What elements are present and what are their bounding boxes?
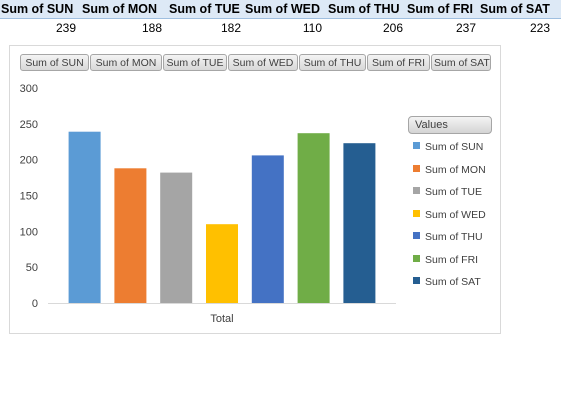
pivot-chart[interactable]: Sum of SUN Sum of MON Sum of TUE Sum of … xyxy=(9,45,501,334)
legend-item[interactable]: Sum of FRI xyxy=(413,253,478,267)
legend-label: Sum of WED xyxy=(425,208,486,221)
legend-swatch xyxy=(413,164,420,172)
pivot-value-thu[interactable]: 206 xyxy=(382,21,403,35)
legend-item[interactable]: Sum of SAT xyxy=(413,275,481,289)
pivot-value-fri[interactable]: 237 xyxy=(455,21,476,35)
field-button-sun[interactable]: Sum of SUN xyxy=(20,54,89,71)
pivot-value-sun[interactable]: 239 xyxy=(55,21,76,35)
pivot-header-thu[interactable]: Sum of THU xyxy=(328,2,400,16)
pivot-value-sat[interactable]: 223 xyxy=(529,21,550,35)
field-button-thu[interactable]: Sum of THU xyxy=(299,54,366,71)
pivot-header-tue[interactable]: Sum of TUE xyxy=(169,2,240,16)
plot-area: 0 50 100 150 200 250 300 Total xyxy=(20,83,396,325)
legend-item[interactable]: Sum of THU xyxy=(413,230,483,244)
legend-swatch xyxy=(413,232,420,239)
pivot-header-fri[interactable]: Sum of FRI xyxy=(407,2,473,16)
bar-sum-of-sat[interactable] xyxy=(343,143,376,303)
legend-label: Sum of THU xyxy=(425,231,483,243)
bar-sum-of-thu[interactable] xyxy=(251,155,284,303)
field-button-tue[interactable]: Sum of TUE xyxy=(163,54,227,71)
y-tick-label: 0 xyxy=(32,298,38,310)
legend-label: Sum of SAT xyxy=(425,276,481,288)
pivot-header-sat[interactable]: Sum of SAT xyxy=(480,2,550,16)
bar-sum-of-mon[interactable] xyxy=(114,168,147,303)
legend-swatch xyxy=(413,254,420,262)
field-button-sat[interactable]: Sum of SAT xyxy=(431,54,491,71)
pivot-header-mon[interactable]: Sum of MON xyxy=(82,2,157,16)
legend-item[interactable]: Sum of TUE xyxy=(413,185,482,199)
bar-sum-of-fri[interactable] xyxy=(297,133,330,303)
pivot-value-mon[interactable]: 188 xyxy=(141,21,162,35)
y-tick-label: 50 xyxy=(26,262,38,274)
bar-sum-of-sun[interactable] xyxy=(68,131,101,303)
field-button-mon[interactable]: Sum of MON xyxy=(90,54,162,71)
legend-item[interactable]: Sum of WED xyxy=(413,208,486,222)
pivot-header-wed[interactable]: Sum of WED xyxy=(245,2,320,16)
bar-sum-of-tue[interactable] xyxy=(160,172,193,303)
pivot-value-wed[interactable]: 110 xyxy=(302,21,322,35)
y-tick-label: 100 xyxy=(20,226,38,238)
legend-label: Sum of FRI xyxy=(425,253,479,266)
legend-label: Sum of SUN xyxy=(425,141,484,153)
y-tick-label: 150 xyxy=(20,191,38,203)
legend-swatch xyxy=(413,277,420,284)
legend-label: Sum of TUE xyxy=(425,186,482,198)
pivot-value-tue[interactable]: 182 xyxy=(220,21,241,35)
pivot-header-row: Sum of SUN Sum of MON Sum of TUE Sum of … xyxy=(0,0,561,19)
legend-label: Sum of MON xyxy=(425,163,486,176)
legend-values-button[interactable]: Values xyxy=(408,116,492,134)
bar-sum-of-wed[interactable] xyxy=(206,224,238,303)
legend-swatch xyxy=(413,209,420,217)
field-button-wed[interactable]: Sum of WED xyxy=(228,54,298,71)
y-tick-label: 200 xyxy=(20,155,38,167)
legend-item[interactable]: Sum of SUN xyxy=(413,140,483,154)
field-button-fri[interactable]: Sum of FRI xyxy=(367,54,430,71)
y-tick-label: 250 xyxy=(20,119,38,131)
legend-item[interactable]: Sum of MON xyxy=(413,163,486,177)
y-tick-label: 300 xyxy=(20,83,38,95)
x-category-label: Total xyxy=(210,313,233,325)
legend-swatch xyxy=(413,187,420,194)
legend-swatch xyxy=(413,142,420,149)
pivot-header-sun[interactable]: Sum of SUN xyxy=(1,2,74,16)
